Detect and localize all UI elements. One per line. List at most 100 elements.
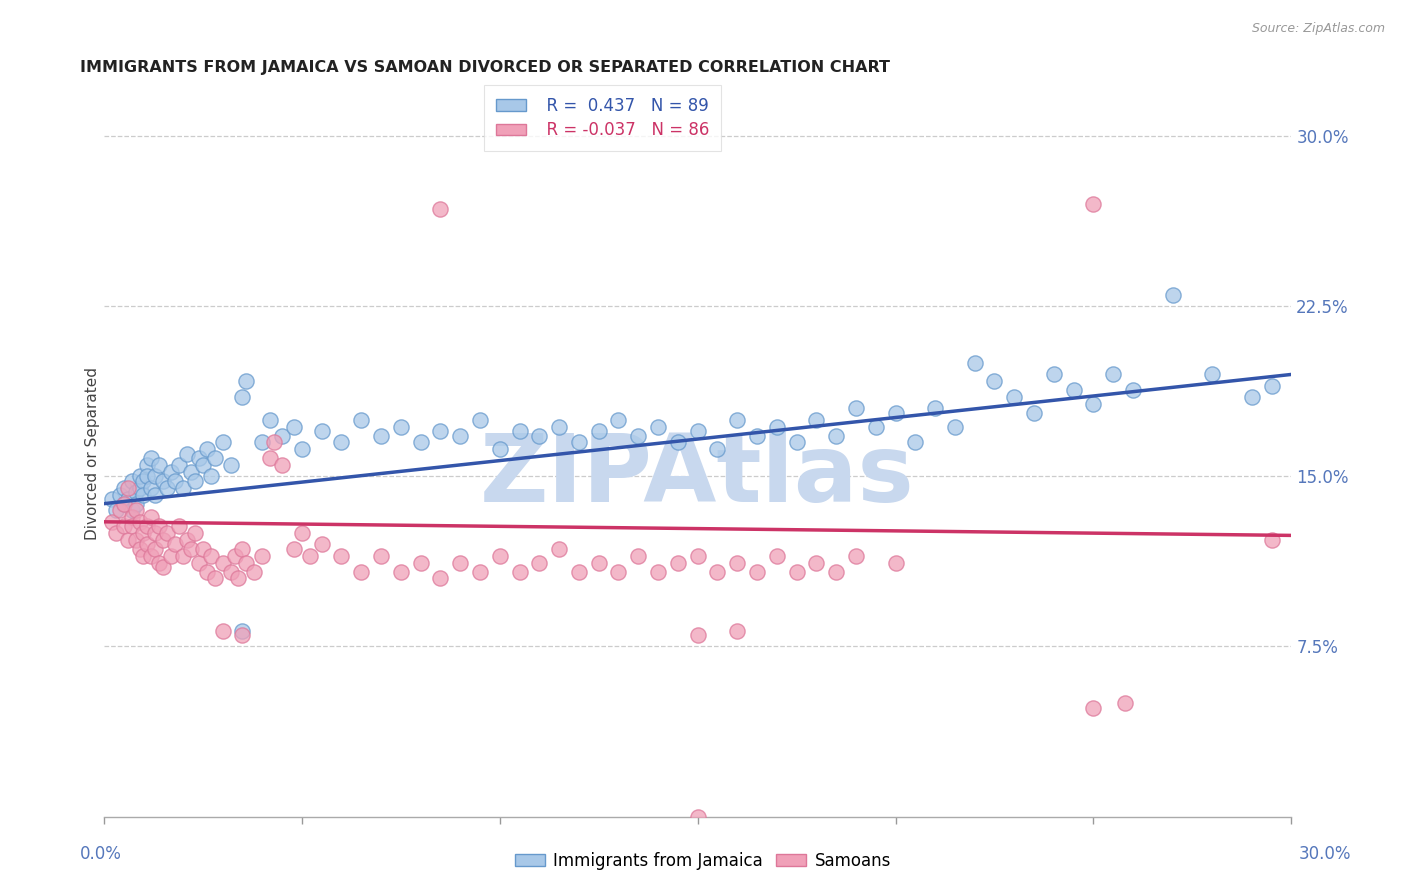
Point (1114, 696, 1136, 710)
Point (1063, 384, 1085, 398)
Point (132, 487, 155, 501)
Point (686, 424, 709, 438)
Point (160, 465, 183, 479)
Point (128, 481, 150, 495)
Point (148, 556, 170, 570)
Point (607, 413, 630, 427)
Point (765, 419, 787, 434)
Point (666, 435, 689, 450)
Point (132, 474, 155, 488)
Point (627, 428, 650, 442)
Point (101, 492, 124, 507)
Point (204, 451, 226, 466)
Point (1260, 533, 1282, 547)
Legend:   R =  0.437   N = 89,   R = -0.037   N = 86: R = 0.437 N = 89, R = -0.037 N = 86 (484, 85, 721, 151)
Point (1083, 700, 1105, 714)
Point (195, 442, 218, 457)
Point (231, 628, 253, 642)
Point (136, 537, 159, 551)
Point (627, 549, 650, 563)
Point (187, 556, 209, 570)
Point (180, 541, 202, 556)
Point (924, 401, 946, 416)
Point (148, 458, 170, 472)
Point (124, 485, 146, 500)
Point (825, 565, 848, 579)
Point (195, 565, 218, 579)
Point (568, 565, 591, 579)
Point (283, 541, 305, 556)
Point (235, 556, 257, 570)
Point (1122, 384, 1144, 398)
Point (311, 424, 333, 438)
Point (145, 541, 167, 556)
Point (200, 549, 222, 563)
Point (706, 565, 728, 579)
Point (176, 447, 198, 461)
Point (211, 435, 233, 450)
Point (529, 556, 551, 570)
Point (136, 469, 159, 483)
Point (1083, 397, 1105, 411)
Text: IMMIGRANTS FROM JAMAICA VS SAMOAN DIVORCED OR SEPARATED CORRELATION CHART: IMMIGRANTS FROM JAMAICA VS SAMOAN DIVORC… (80, 60, 890, 75)
Point (429, 424, 451, 438)
Point (943, 419, 966, 434)
Point (108, 503, 131, 517)
Point (128, 541, 150, 556)
Point (311, 537, 333, 551)
Point (259, 413, 281, 427)
Point (508, 565, 530, 579)
Point (108, 487, 131, 501)
Point (291, 442, 314, 457)
Point (745, 565, 768, 579)
Point (350, 565, 373, 579)
Point (219, 458, 242, 472)
Point (1083, 197, 1105, 211)
Point (124, 497, 146, 511)
Point (167, 519, 190, 533)
Point (429, 202, 451, 216)
Point (568, 435, 591, 450)
Point (243, 565, 266, 579)
Point (148, 519, 170, 533)
Point (786, 435, 808, 450)
Text: ZIPAtlas: ZIPAtlas (481, 430, 915, 522)
Point (121, 503, 143, 517)
Point (686, 549, 709, 563)
Point (1201, 368, 1223, 382)
Point (180, 465, 202, 479)
Point (1161, 288, 1184, 302)
Point (963, 356, 986, 370)
Point (128, 515, 150, 529)
Point (283, 419, 305, 434)
Point (607, 565, 630, 579)
Point (219, 565, 242, 579)
Point (117, 533, 139, 547)
Point (224, 549, 246, 563)
Point (156, 481, 179, 495)
Point (350, 413, 373, 427)
Point (231, 390, 253, 404)
Point (468, 565, 491, 579)
Point (370, 428, 392, 442)
Point (184, 474, 207, 488)
Point (252, 435, 274, 450)
Point (786, 565, 808, 579)
Point (845, 549, 868, 563)
Point (141, 451, 163, 466)
Point (271, 458, 294, 472)
Point (806, 556, 828, 570)
Point (152, 533, 174, 547)
Point (141, 481, 163, 495)
Point (429, 572, 451, 586)
Point (117, 492, 139, 507)
Point (449, 428, 471, 442)
Point (529, 428, 551, 442)
Point (845, 401, 868, 416)
Point (121, 510, 143, 524)
Point (765, 549, 787, 563)
Point (548, 541, 571, 556)
Point (112, 497, 135, 511)
Point (488, 549, 510, 563)
Point (141, 510, 163, 524)
